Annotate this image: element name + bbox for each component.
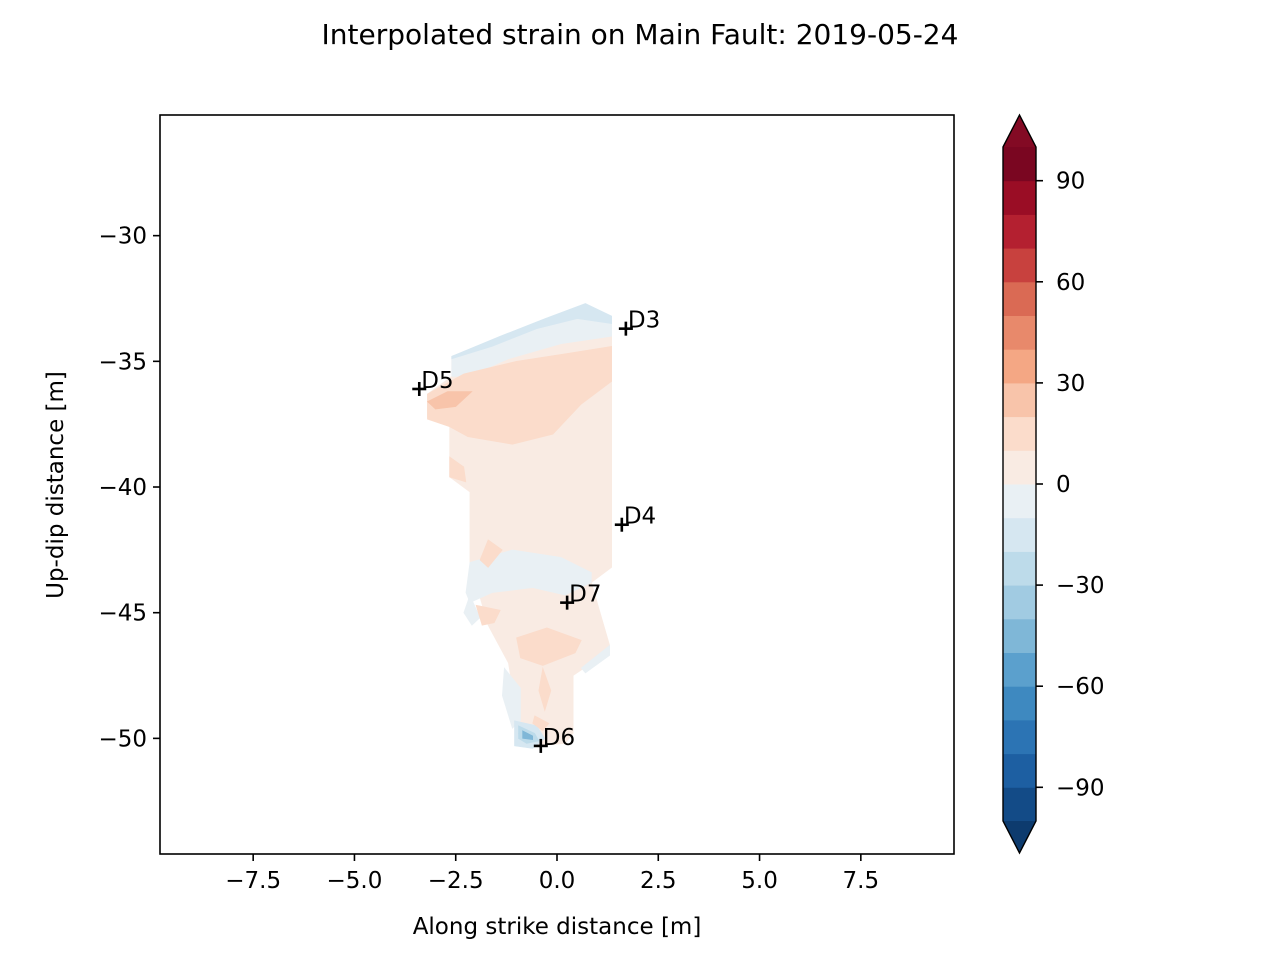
colorbar-extend-high xyxy=(1003,115,1036,147)
colorbar-level xyxy=(1003,652,1036,687)
well-marker-d3 xyxy=(618,321,633,336)
y-tick-label: −50 xyxy=(98,726,147,752)
y-tick-label: −35 xyxy=(98,349,147,375)
colorbar-tick-label: 90 xyxy=(1056,169,1085,195)
colorbar-level xyxy=(1003,382,1036,418)
x-tick-label: 5.0 xyxy=(741,868,778,894)
colorbar-level xyxy=(1003,180,1036,215)
colorbar-level xyxy=(1003,551,1036,586)
well-marker-d7 xyxy=(560,595,575,610)
colorbar-tick-label: 0 xyxy=(1056,472,1071,498)
well-label: D4 xyxy=(624,504,656,530)
well-marker-d4 xyxy=(614,517,629,532)
colorbar-level xyxy=(1003,450,1036,485)
y-tick-label: −45 xyxy=(98,601,147,627)
contour-region xyxy=(532,715,550,732)
colorbar-level xyxy=(1003,753,1036,788)
chart-title: Interpolated strain on Main Fault: 2019-… xyxy=(322,18,959,51)
contour-region xyxy=(427,345,613,445)
well-label: D7 xyxy=(569,582,601,608)
colorbar-extend-low xyxy=(1003,821,1036,853)
colorbar-level xyxy=(1003,315,1036,350)
x-tick-label: 7.5 xyxy=(843,868,880,894)
colorbar-tick-label: 30 xyxy=(1056,371,1085,397)
contour-region xyxy=(449,456,467,483)
y-tick-label: −40 xyxy=(98,475,147,501)
contour-region xyxy=(522,730,534,740)
well-label: D6 xyxy=(543,725,575,751)
x-tick-label: 0.0 xyxy=(539,868,576,894)
contour-region xyxy=(516,627,582,666)
colorbar-level xyxy=(1003,416,1036,451)
well-marker-d6 xyxy=(533,738,548,753)
colorbar-tick-label: −60 xyxy=(1056,674,1105,700)
colorbar-level xyxy=(1003,214,1036,249)
colorbar-level xyxy=(1003,618,1036,653)
x-tick-label: −2.5 xyxy=(428,868,484,894)
x-tick-label: −7.5 xyxy=(225,868,281,894)
colorbar-level xyxy=(1003,147,1036,182)
colorbar-tick-label: −30 xyxy=(1056,573,1105,599)
colorbar-level xyxy=(1003,686,1036,721)
contour-region xyxy=(426,391,473,410)
colorbar-level xyxy=(1003,281,1036,316)
well-marker-d5 xyxy=(412,381,427,396)
y-axis-label: Up-dip distance [m] xyxy=(43,371,69,599)
contour-region xyxy=(580,644,611,674)
x-tick-label: −5.0 xyxy=(327,868,383,894)
colorbar-level xyxy=(1003,349,1036,384)
colorbar-outline xyxy=(1002,113,1037,855)
x-tick-label: 2.5 xyxy=(640,868,677,894)
plot-area: D3 D5 D4 D7 D6 −7.5 −5.0 −2.5 0.0 2.5 5.0 7.5 −30 −35… xyxy=(98,114,955,894)
contour-region xyxy=(538,666,552,712)
x-axis-label: Along strike distance [m] xyxy=(413,914,702,940)
colorbar-level xyxy=(1003,484,1036,519)
colorbar-tick-label: −90 xyxy=(1056,775,1105,801)
contour-region xyxy=(463,594,481,626)
well-label: D5 xyxy=(421,368,453,394)
colorbar: 90 60 30 0 −30 −60 −90 xyxy=(1002,113,1105,855)
contour-region xyxy=(479,539,503,568)
colorbar-tick-label: 60 xyxy=(1056,270,1085,296)
contour-region xyxy=(475,604,501,626)
colorbar-level xyxy=(1003,719,1036,755)
colorbar-level xyxy=(1003,787,1036,822)
colorbar-level xyxy=(1003,585,1036,620)
colorbar-level xyxy=(1003,517,1036,552)
y-tick-label: −30 xyxy=(98,224,147,250)
contour-region xyxy=(451,303,613,360)
colorbar-level xyxy=(1003,248,1036,283)
well-label: D3 xyxy=(628,308,660,334)
